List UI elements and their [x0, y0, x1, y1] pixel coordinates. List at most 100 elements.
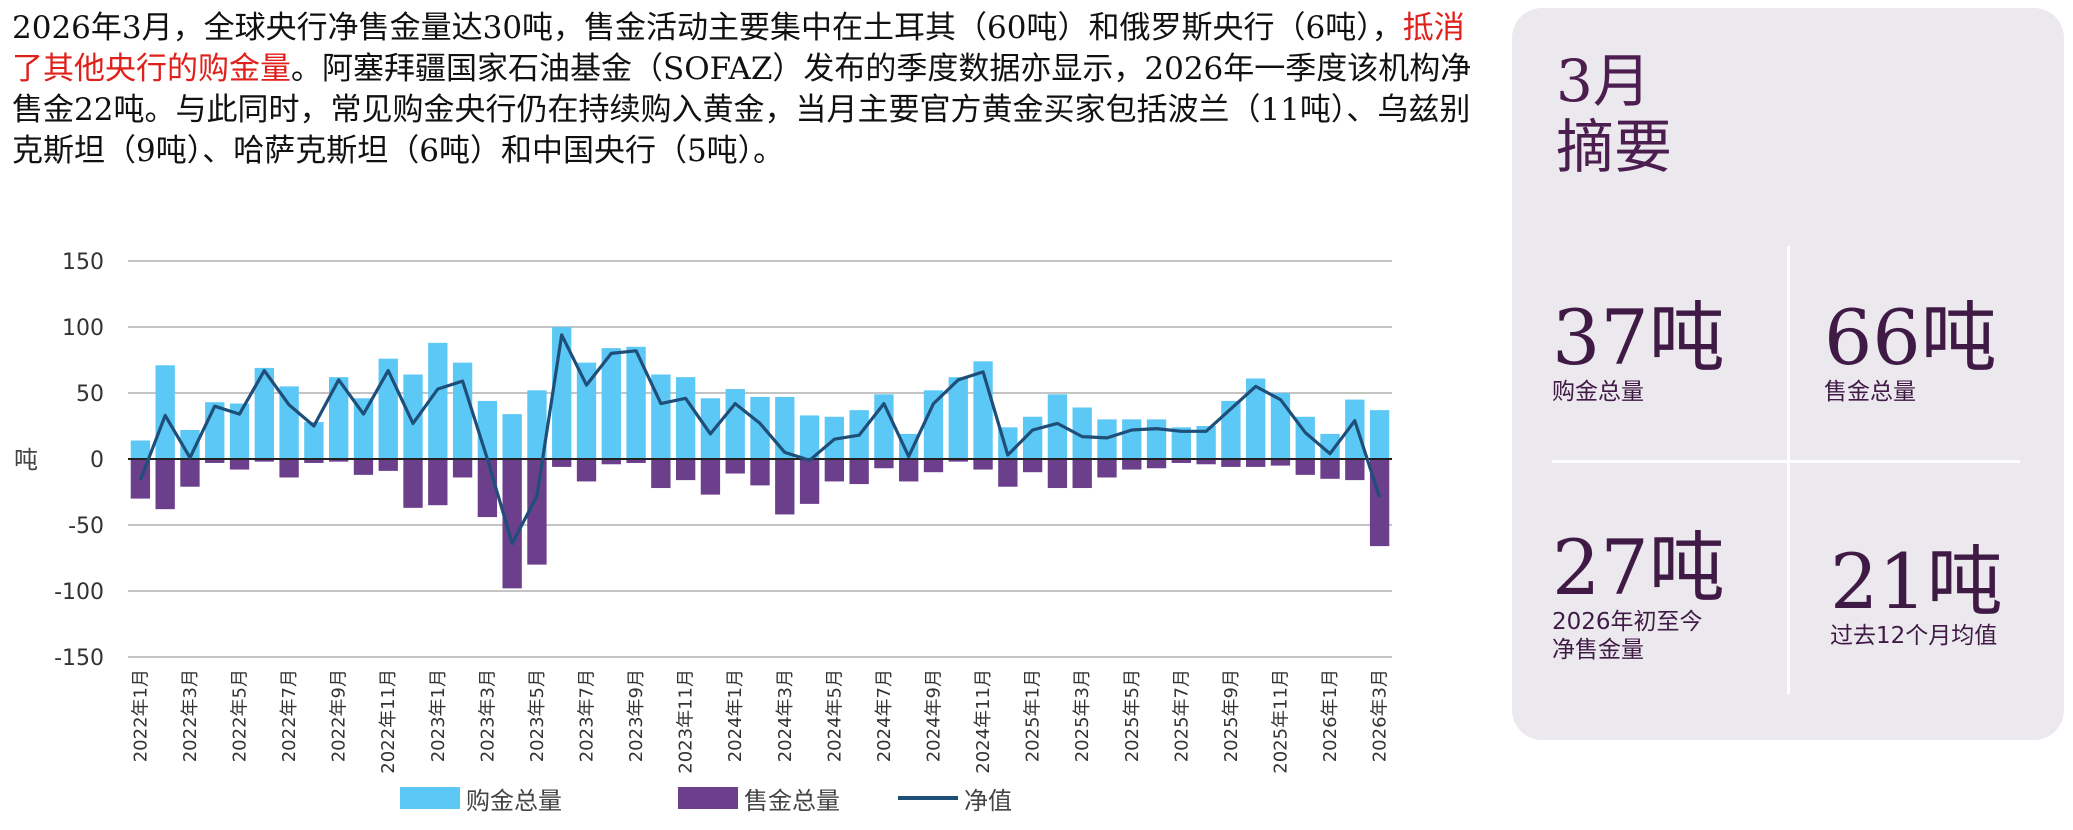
x-tick-label: 2023年7月 [577, 669, 598, 762]
y-tick-label: -150 [54, 646, 104, 671]
bar-purchase [750, 396, 770, 459]
bar-sale [254, 459, 274, 462]
legend-swatch-sale [678, 787, 738, 809]
bar-sale [725, 459, 745, 474]
bar-purchase [353, 398, 374, 459]
bar-sale [304, 459, 324, 463]
bar-purchase [205, 402, 225, 459]
stat-12m-average: 21吨 过去12个月均值 [1830, 542, 2003, 650]
legend-label-sale: 售金总量 [744, 786, 840, 815]
bar-purchase [477, 400, 498, 459]
bar-sale [1196, 459, 1216, 465]
x-tick-label: 2025年11月 [1270, 669, 1291, 774]
bar-sale [1171, 459, 1191, 463]
intro-paragraph: 2026年3月，全球央行净售金量达30吨，售金活动主要集中在土耳其（60吨）和俄… [12, 8, 1472, 172]
bar-sale [1022, 459, 1043, 473]
bar-sale [923, 459, 944, 473]
bar-purchase [576, 362, 597, 459]
bar-sale [775, 459, 795, 515]
gold-flow-chart: 150 100 50 0 -50 -100 -150 吨 2022年1月 2022年3月 2022年… [0, 230, 1420, 830]
stat-value: 21吨 [1830, 537, 2003, 626]
bar-sale [329, 459, 349, 462]
bar-sale [700, 459, 721, 495]
bar-sale [205, 459, 225, 463]
stat-value: 66吨 [1824, 293, 1997, 382]
bar-sale [1221, 459, 1241, 467]
y-tick-label: 0 [90, 448, 104, 473]
bar-sale [675, 459, 696, 481]
legend-line-net [898, 796, 958, 800]
y-tick-label: -50 [68, 514, 104, 539]
bar-sale [1122, 459, 1142, 470]
stat-label: 过去12个月均值 [1830, 623, 1998, 649]
intro-highlight: 抵消了其他央行的购金量 [12, 10, 1465, 87]
bar-sale [502, 459, 522, 589]
bar-purchase [1196, 426, 1216, 459]
bar-sale [353, 459, 374, 475]
summary-panel: 3月 摘要 37吨 购金总量 66吨 售金总量 27吨 2026年初至今 净售金… [1512, 8, 2064, 740]
stat-sale-total: 66吨 售金总量 [1824, 298, 1997, 406]
bar-sale [1146, 459, 1167, 469]
x-tick-label: 2025年9月 [1221, 669, 1242, 762]
bar-purchase [1146, 419, 1167, 459]
bar-purchase [1122, 419, 1142, 459]
bar-sale [527, 459, 547, 565]
x-tick-label: 2022年9月 [329, 669, 350, 762]
x-tick-label: 2024年11月 [973, 669, 994, 774]
stat-label: 购金总量 [1552, 379, 1644, 405]
chart-canvas: 150 100 50 0 -50 -100 -150 吨 2022年1月 2022年3月 2022年… [14, 250, 1392, 774]
bar-sale [973, 459, 993, 470]
x-tick-label: 2022年11月 [378, 669, 399, 774]
stat-value: 37吨 [1552, 293, 1725, 382]
bar-sale [1047, 459, 1068, 489]
bar-purchase [403, 374, 423, 459]
legend-label-net: 净值 [964, 786, 1012, 815]
bar-purchase [1047, 394, 1068, 459]
intro-text-rest: 。阿塞拜疆国家石油基金（SOFAZ）发布的季度数据亦显示，2026年一季度该机构… [12, 51, 1472, 169]
stat-ytd-net-sale: 27吨 2026年初至今 净售金量 [1552, 528, 1725, 664]
summary-vertical-divider [1787, 246, 1790, 694]
bar-sale [428, 459, 448, 506]
x-tick-label: 2026年1月 [1320, 669, 1341, 762]
y-tick-label: 50 [76, 382, 104, 407]
x-tick-label: 2023年5月 [527, 669, 548, 762]
bar-purchase [229, 403, 250, 459]
bar-purchase [601, 348, 621, 459]
legend-swatch-purchase [400, 787, 460, 809]
bar-sale [155, 459, 175, 510]
bar-purchase [1320, 433, 1340, 459]
x-tick-label: 2022年7月 [279, 669, 300, 762]
x-tick-label: 2025年7月 [1171, 669, 1192, 762]
legend-item-net: 净值 [898, 780, 1012, 816]
bar-purchase [1221, 400, 1241, 459]
bar-purchase [899, 433, 919, 459]
bar-purchase [527, 390, 547, 459]
bar-purchase [279, 386, 299, 459]
bar-sale [1345, 459, 1365, 481]
bar-purchase [304, 422, 324, 459]
bar-purchase [502, 414, 522, 459]
x-tick-label: 2025年3月 [1072, 669, 1093, 762]
x-tick-label: 2024年5月 [824, 669, 845, 762]
summary-horizontal-divider [1552, 460, 2020, 463]
x-tick-label: 2026年3月 [1370, 669, 1391, 762]
bar-sale [849, 459, 869, 485]
bar-sale [948, 459, 968, 462]
bar-purchase [1270, 393, 1291, 459]
x-tick-label: 2023年9月 [626, 669, 647, 762]
x-tick-label: 2022年1月 [130, 669, 151, 762]
stat-value: 27吨 [1552, 523, 1725, 612]
stat-purchase-total: 37吨 购金总量 [1552, 298, 1725, 406]
bar-sale [750, 459, 770, 486]
bar-purchase [254, 367, 274, 459]
bar-sale [998, 459, 1018, 487]
legend-item-sale: 售金总量 [678, 780, 840, 816]
net-series-line [138, 333, 1382, 546]
summary-title: 3月 摘要 [1556, 48, 1672, 180]
bar-purchase [948, 377, 968, 459]
bar-sale [403, 459, 423, 508]
bar-purchase [725, 389, 745, 459]
bar-sale [1097, 459, 1117, 478]
bar-sale [180, 459, 200, 487]
bar-sale [651, 459, 671, 489]
